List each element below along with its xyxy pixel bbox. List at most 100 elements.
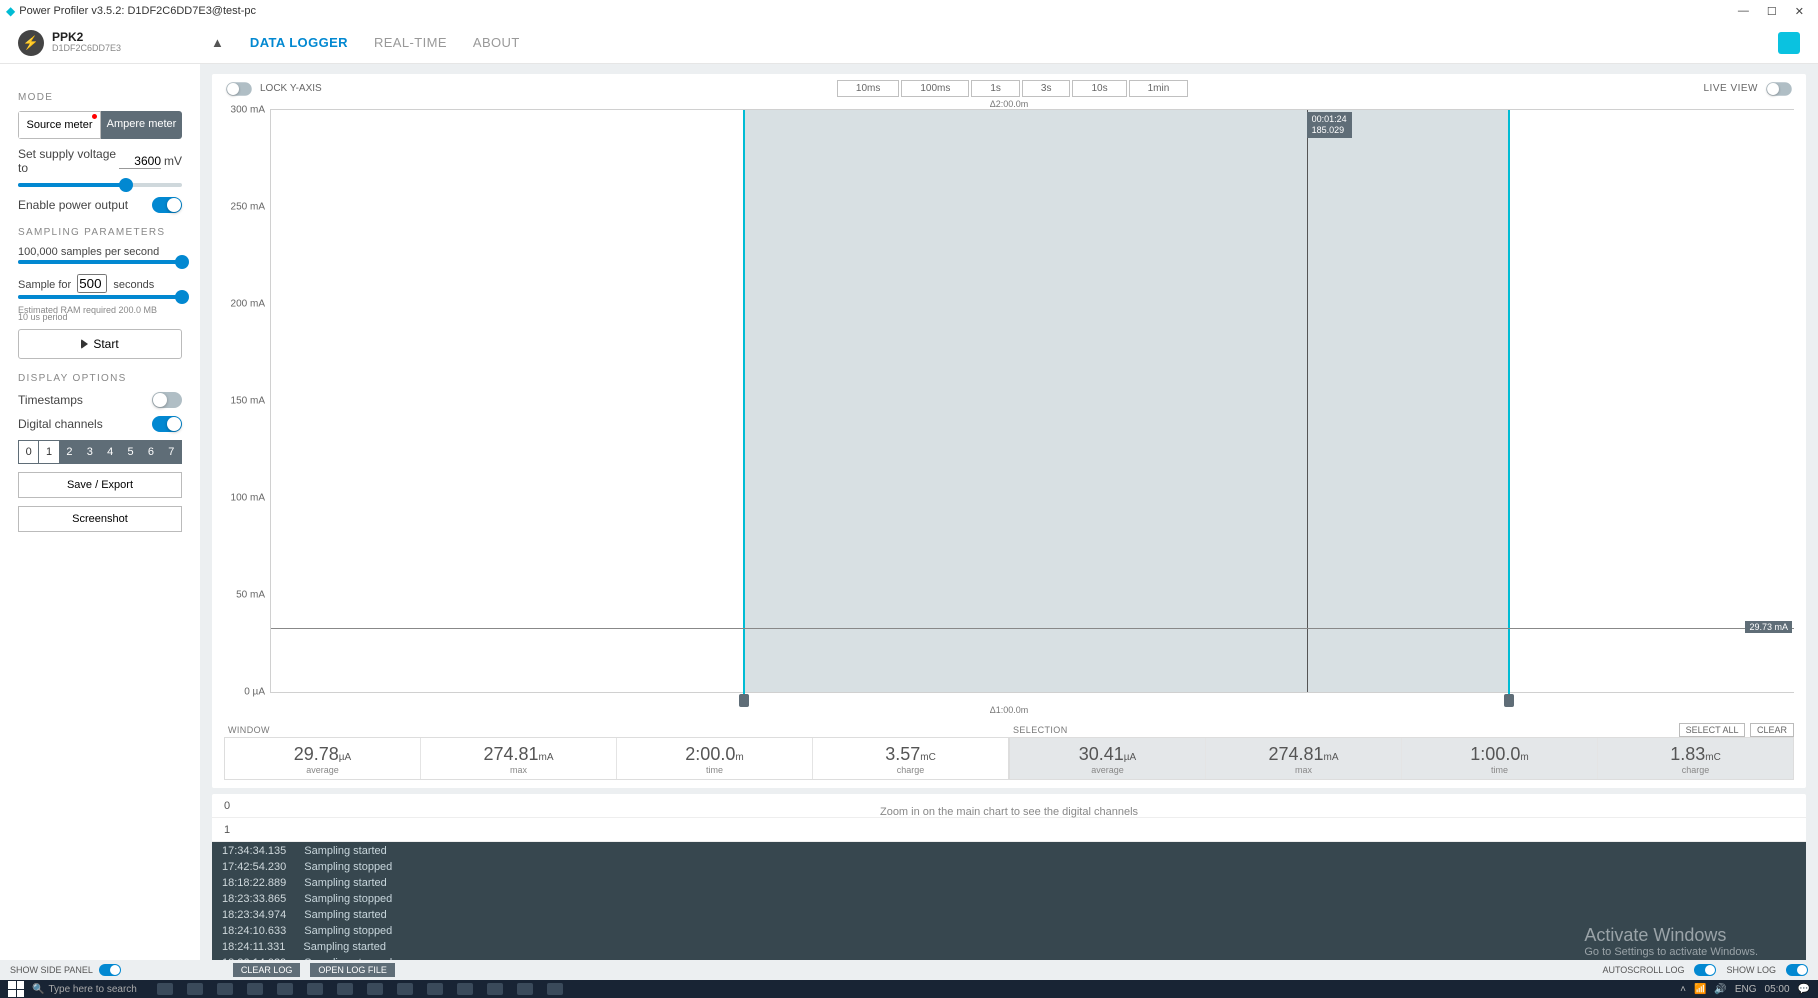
log-line: 18:23:34.974Sampling started: [222, 908, 1796, 924]
sample-for-slider[interactable]: [18, 295, 182, 299]
selection-handle-right[interactable]: [1508, 110, 1510, 704]
screenshot-button[interactable]: Screenshot: [18, 506, 182, 532]
top-nav: ⚡ PPK2 D1DF2C6DD7E3 ▲ DATA LOGGER REAL-T…: [0, 22, 1818, 64]
display-options-heading: DISPLAY OPTIONS: [18, 373, 182, 384]
stat-cell: 274.81mAmax: [420, 738, 616, 779]
digital-channel-row: 1: [212, 818, 1806, 842]
cursor-tooltip: 00:01:24185.029: [1307, 112, 1352, 138]
clear-log-button[interactable]: CLEAR LOG: [233, 963, 301, 977]
clear-selection-button[interactable]: CLEAR: [1750, 723, 1794, 737]
taskbar-app-icon[interactable]: [187, 983, 203, 995]
channel-6-button[interactable]: 6: [140, 440, 161, 464]
supply-voltage-label: Set supply voltage to: [18, 147, 119, 175]
tray-language[interactable]: ENG: [1735, 984, 1757, 995]
taskbar-search-placeholder[interactable]: Type here to search: [48, 984, 136, 995]
taskbar-app-icon[interactable]: [217, 983, 233, 995]
app-status-bar: SHOW SIDE PANEL CLEAR LOG OPEN LOG FILE …: [0, 960, 1818, 980]
mode-toggle[interactable]: Source meter Ampere meter: [18, 111, 182, 139]
taskbar-app-icon[interactable]: [517, 983, 533, 995]
channel-5-button[interactable]: 5: [120, 440, 141, 464]
taskbar-app-icon[interactable]: [247, 983, 263, 995]
maximize-button[interactable]: ☐: [1767, 5, 1777, 18]
autoscroll-log-switch[interactable]: [1694, 964, 1716, 976]
supply-voltage-slider[interactable]: [18, 183, 182, 187]
device-icon[interactable]: ⚡: [18, 30, 44, 56]
taskbar-app-icon[interactable]: [487, 983, 503, 995]
tab-about[interactable]: ABOUT: [473, 35, 520, 50]
select-all-button[interactable]: SELECT ALL: [1679, 723, 1746, 737]
tray-chevron-icon[interactable]: ˄: [1680, 984, 1686, 995]
channel-7-button[interactable]: 7: [161, 440, 182, 464]
zoom-3s-button[interactable]: 3s: [1022, 80, 1071, 97]
digital-channels-panel: Zoom in on the main chart to see the dig…: [212, 794, 1806, 842]
channel-1-button[interactable]: 1: [38, 440, 59, 464]
eject-icon[interactable]: ▲: [211, 35, 224, 50]
y-tick-label: 300 mA: [231, 105, 265, 116]
sample-rate-slider[interactable]: [18, 260, 182, 264]
zoom-1min-button[interactable]: 1min: [1129, 80, 1189, 97]
start-button-icon[interactable]: [8, 981, 24, 997]
channel-0-button[interactable]: 0: [18, 440, 39, 464]
zoom-10s-button[interactable]: 10s: [1072, 80, 1126, 97]
show-log-switch[interactable]: [1786, 964, 1808, 976]
lock-y-switch[interactable]: [226, 82, 252, 96]
supply-voltage-input[interactable]: [119, 154, 161, 169]
zoom-10ms-button[interactable]: 10ms: [837, 80, 899, 97]
close-button[interactable]: ✕: [1795, 5, 1804, 18]
mode-source-meter[interactable]: Source meter: [18, 111, 101, 139]
tab-real-time[interactable]: REAL-TIME: [374, 35, 447, 50]
taskbar-app-icon[interactable]: [367, 983, 383, 995]
tab-data-logger[interactable]: DATA LOGGER: [250, 35, 348, 50]
windows-taskbar[interactable]: 🔍 Type here to search ˄ 📶 🔊 ENG 05:00 💬: [0, 980, 1818, 998]
tray-network-icon[interactable]: 📶: [1694, 984, 1706, 995]
zoom-1s-button[interactable]: 1s: [971, 80, 1020, 97]
stat-cell: 1:00.0mtime: [1401, 738, 1597, 779]
mode-ampere-meter[interactable]: Ampere meter: [101, 111, 182, 139]
lock-y-label: LOCK Y-AXIS: [260, 83, 322, 94]
selection-stats: 30.41µAaverage274.81mAmax1:00.0mtime1.83…: [1009, 737, 1794, 780]
channel-3-button[interactable]: 3: [79, 440, 100, 464]
tray-sound-icon[interactable]: 🔊: [1714, 984, 1726, 995]
search-icon[interactable]: 🔍: [32, 984, 44, 995]
chart-cursor[interactable]: [1307, 110, 1308, 692]
open-log-file-button[interactable]: OPEN LOG FILE: [310, 963, 395, 977]
sample-for-unit: seconds: [113, 279, 154, 291]
start-button[interactable]: Start: [18, 329, 182, 359]
channel-2-button[interactable]: 2: [59, 440, 80, 464]
y-tick-label: 250 mA: [231, 202, 265, 213]
log-line: 18:18:22.889Sampling started: [222, 876, 1796, 892]
taskbar-app-icon[interactable]: [307, 983, 323, 995]
chart-selection[interactable]: [743, 110, 1508, 692]
taskbar-app-icon[interactable]: [277, 983, 293, 995]
taskbar-app-icon[interactable]: [397, 983, 413, 995]
live-view-label: LIVE VIEW: [1703, 83, 1758, 94]
zoom-100ms-button[interactable]: 100ms: [901, 80, 969, 97]
device-info[interactable]: PPK2 D1DF2C6DD7E3: [52, 31, 121, 54]
save-export-button[interactable]: Save / Export: [18, 472, 182, 498]
delta-top-label: Δ2:00.0m: [224, 99, 1794, 109]
autoscroll-log-label: AUTOSCROLL LOG: [1602, 965, 1684, 975]
show-log-label: SHOW LOG: [1726, 965, 1776, 975]
chart-plot[interactable]: 300 mA250 mA200 mA150 mA100 mA50 mA0 µA …: [270, 109, 1794, 693]
show-side-panel-switch[interactable]: [99, 964, 121, 976]
log-line: 18:26:14.029Sampling stopped: [222, 956, 1796, 960]
taskbar-app-icon[interactable]: [427, 983, 443, 995]
taskbar-app-icon[interactable]: [457, 983, 473, 995]
taskbar-app-icon[interactable]: [157, 983, 173, 995]
log-line: 18:23:33.865Sampling stopped: [222, 892, 1796, 908]
taskbar-app-icon[interactable]: [547, 983, 563, 995]
enable-power-switch[interactable]: [152, 197, 182, 213]
channel-4-button[interactable]: 4: [100, 440, 121, 464]
live-view-switch[interactable]: [1766, 82, 1792, 96]
minimize-button[interactable]: —: [1738, 5, 1749, 18]
timestamps-switch[interactable]: [152, 392, 182, 408]
taskbar-app-icon[interactable]: [337, 983, 353, 995]
content-area: LOCK Y-AXIS 10ms100ms1s3s10s1min LIVE VI…: [200, 64, 1818, 960]
digital-channels-switch[interactable]: [152, 416, 182, 432]
tray-time[interactable]: 05:00: [1765, 984, 1790, 995]
tray-notifications-icon[interactable]: 💬: [1798, 984, 1810, 995]
selection-handle-left[interactable]: [743, 110, 745, 704]
sample-for-input[interactable]: [77, 274, 107, 293]
enable-power-label: Enable power output: [18, 198, 128, 212]
window-titlebar: ◆ Power Profiler v3.5.2: D1DF2C6DD7E3@te…: [0, 0, 1818, 22]
